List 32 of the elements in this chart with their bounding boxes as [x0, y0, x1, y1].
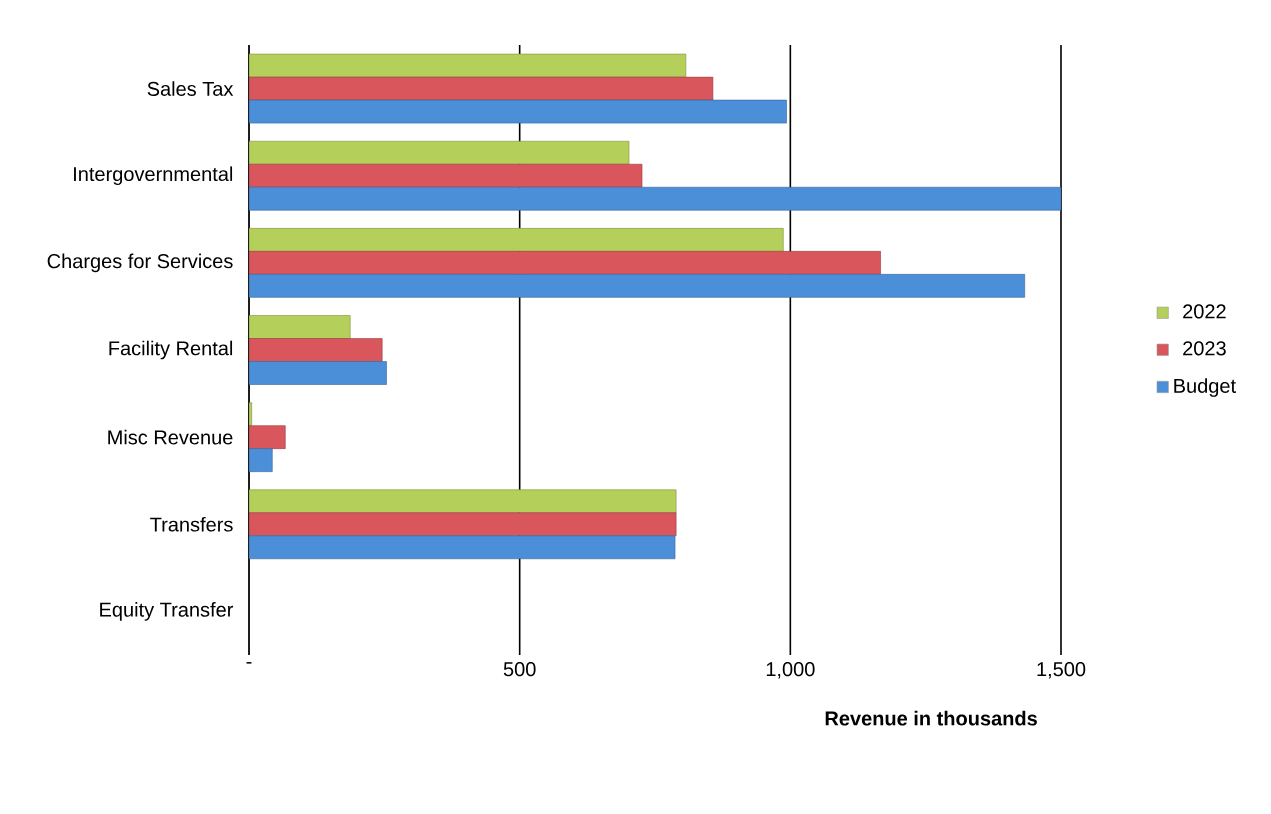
x-tick-label: 1,000: [766, 662, 815, 679]
y-tick-label: Transfers: [150, 516, 233, 532]
x-tick-label: 500: [503, 662, 536, 677]
y-tick-label: Facility Rental: [109, 340, 233, 360]
legend-label: 2023: [1183, 341, 1226, 356]
bar: [249, 315, 351, 339]
bar: [249, 251, 882, 275]
x-tick-label: -: [246, 662, 252, 664]
bar: [249, 274, 1026, 298]
y-tick-label: Intergovernmental: [74, 166, 233, 186]
bar: [249, 99, 787, 124]
bar: [249, 425, 286, 449]
y-tick-label: Charges for Services: [47, 253, 233, 273]
x-tick-label: 1,500: [1037, 662, 1086, 679]
bar: [249, 448, 273, 472]
bar: [249, 186, 1061, 211]
bar: [249, 140, 630, 165]
bar: [249, 338, 383, 362]
bar: [249, 361, 387, 385]
legend-label: Budget: [1174, 378, 1236, 397]
bar: [249, 76, 714, 101]
bar: [249, 535, 676, 560]
legend-label: 2022: [1183, 304, 1226, 319]
bar: [249, 512, 677, 537]
bar: [249, 489, 677, 514]
x-axis-title: Revenue in thousands: [825, 710, 1037, 726]
y-tick-label: Equity Transfer: [100, 602, 234, 621]
y-tick-label: Misc Revenue: [108, 429, 233, 445]
bar: [249, 53, 687, 78]
y-tick-label: Sales Tax: [147, 81, 234, 96]
bar: [249, 163, 643, 188]
bar: [249, 228, 784, 252]
